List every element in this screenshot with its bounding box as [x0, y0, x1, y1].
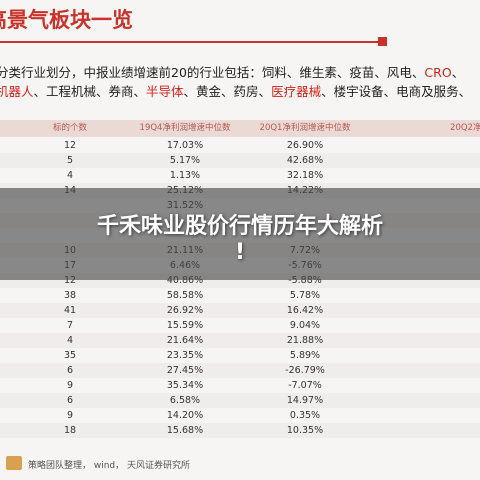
highlight-text: 半导体 — [146, 84, 184, 99]
table-cell: 40.86% — [166, 275, 204, 286]
table-cell: -26.79% — [285, 365, 325, 376]
table-row: 4 21.64% 21.88% — [0, 333, 480, 348]
text: 、楼宇设备、电商及服务、 — [321, 84, 472, 99]
table-cell: 10.35% — [286, 425, 324, 436]
table-cell: 9 — [66, 410, 74, 421]
table-cell: 12 — [63, 140, 77, 151]
table-cell: 21.64% — [166, 335, 204, 346]
table-cell: 42.68% — [286, 155, 324, 166]
table-cell: 5.89% — [289, 350, 321, 361]
table-cell: 26.90% — [286, 140, 324, 151]
text: 、 — [451, 65, 465, 80]
table-row: 7 15.59% 9.04% — [0, 318, 480, 333]
column-header: 标的个数 — [52, 123, 87, 133]
table-row: 41 26.92% 16.42% — [0, 303, 480, 318]
table-cell: 15.68% — [166, 425, 204, 436]
column-header: 20Q2净利 — [450, 123, 480, 133]
banner-line: ! — [234, 240, 246, 265]
table-cell: 4 — [66, 170, 74, 181]
highlight-text: CRO — [424, 65, 452, 80]
table-cell: 38 — [63, 290, 77, 301]
table-row: 9 14.20% 0.35% — [0, 408, 480, 423]
table-cell: 27.45% — [166, 365, 204, 376]
source-note: 策略团队整理， wind， 天风证券研究所 — [28, 461, 191, 471]
title-square — [378, 37, 387, 46]
table-row: 5 5.17% 42.68% — [0, 153, 480, 168]
highlight-text: 机器人 — [0, 84, 34, 99]
table-cell: -5.88% — [288, 275, 322, 286]
table-cell: 32.18% — [286, 170, 324, 181]
intro-line: 机器人、工程机械、券商、半导体、黄金、药房、医疗器械、楼宇设备、电商及服务、 — [0, 81, 471, 100]
highlight-text: 医疗器械 — [271, 84, 322, 99]
table-cell: 14.20% — [166, 410, 204, 421]
table-cell: 16.42% — [286, 305, 324, 316]
title-rule — [0, 41, 378, 43]
table-cell: 35 — [63, 350, 77, 361]
table-cell: 1.13% — [169, 170, 201, 181]
table-row: 18 15.68% 10.35% — [0, 423, 480, 438]
table-cell: 18 — [63, 425, 77, 436]
table-cell: -7.07% — [288, 380, 322, 391]
table-row: 9 35.34% -7.07% — [0, 378, 480, 393]
table-cell: 35.34% — [166, 380, 204, 391]
column-header: 20Q1净利润增速中位数 — [259, 123, 351, 133]
column-header: 19Q4净利润增速中位数 — [139, 123, 231, 133]
intro-line: 分类行业划分，中报业绩增速前20的行业包括：饲料、维生素、疫苗、风电、CRO、 — [0, 62, 464, 81]
table-row: 35 23.35% 5.89% — [0, 348, 480, 363]
table-cell: 6 — [66, 395, 74, 406]
table-cell: 9 — [66, 380, 74, 391]
table-cell: 21.88% — [286, 335, 324, 346]
logo — [6, 456, 22, 470]
text: 、工程机械、券商、 — [33, 84, 147, 99]
table-cell: 15.59% — [166, 320, 204, 331]
table-cell: 12 — [63, 275, 77, 286]
table-cell: 4 — [66, 335, 74, 346]
table-cell: 23.35% — [166, 350, 204, 361]
table-row: 38 58.58% 5.78% — [0, 288, 480, 303]
table-cell: 5.17% — [169, 155, 201, 166]
table-cell: 5 — [66, 155, 74, 166]
table-cell: 58.58% — [166, 290, 204, 301]
table-cell: 17.03% — [166, 140, 204, 151]
header-row: 标的个数 19Q4净利润增速中位数 20Q1净利润增速中位数 20Q2净利 — [0, 120, 480, 137]
table-cell: 0.35% — [289, 410, 321, 421]
table-row: 6 27.45% -26.79% — [0, 363, 480, 378]
table-cell: 6 — [66, 365, 74, 376]
text: 、黄金、药房、 — [183, 84, 272, 99]
table-cell: 5.78% — [289, 290, 321, 301]
table-cell: 7 — [66, 320, 74, 331]
table-cell: 26.92% — [166, 305, 204, 316]
table-cell: 41 — [63, 305, 77, 316]
table-row: 12 17.03% 26.90% — [0, 138, 480, 153]
text: 分类行业划分，中报业绩增速前20的行业包括：饲料、维生素、疫苗、风电、 — [0, 65, 425, 80]
table-cell: 14.97% — [286, 395, 324, 406]
table-cell: 9.04% — [289, 320, 321, 331]
banner-line: 千禾味业股价行情历年大解析 — [96, 214, 383, 239]
banner: 千禾味业股价行情历年大解析! — [0, 188, 480, 280]
table-cell: 6.58% — [169, 395, 201, 406]
table-row: 6 6.58% 14.97% — [0, 393, 480, 408]
title: 高景气板块一览 — [0, 8, 133, 32]
table-row: 4 1.13% 32.18% — [0, 168, 480, 183]
